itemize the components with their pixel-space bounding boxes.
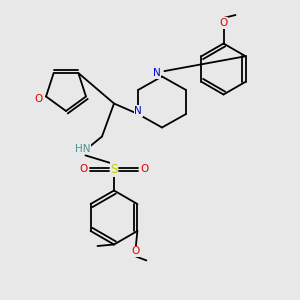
Text: O: O [79,164,87,175]
Text: O: O [141,164,149,175]
Text: O: O [34,94,43,104]
Text: S: S [110,163,118,176]
Text: N: N [134,106,142,116]
Text: N: N [153,68,160,79]
Text: HN: HN [75,143,90,154]
Text: O: O [219,18,228,28]
Text: O: O [132,246,140,256]
